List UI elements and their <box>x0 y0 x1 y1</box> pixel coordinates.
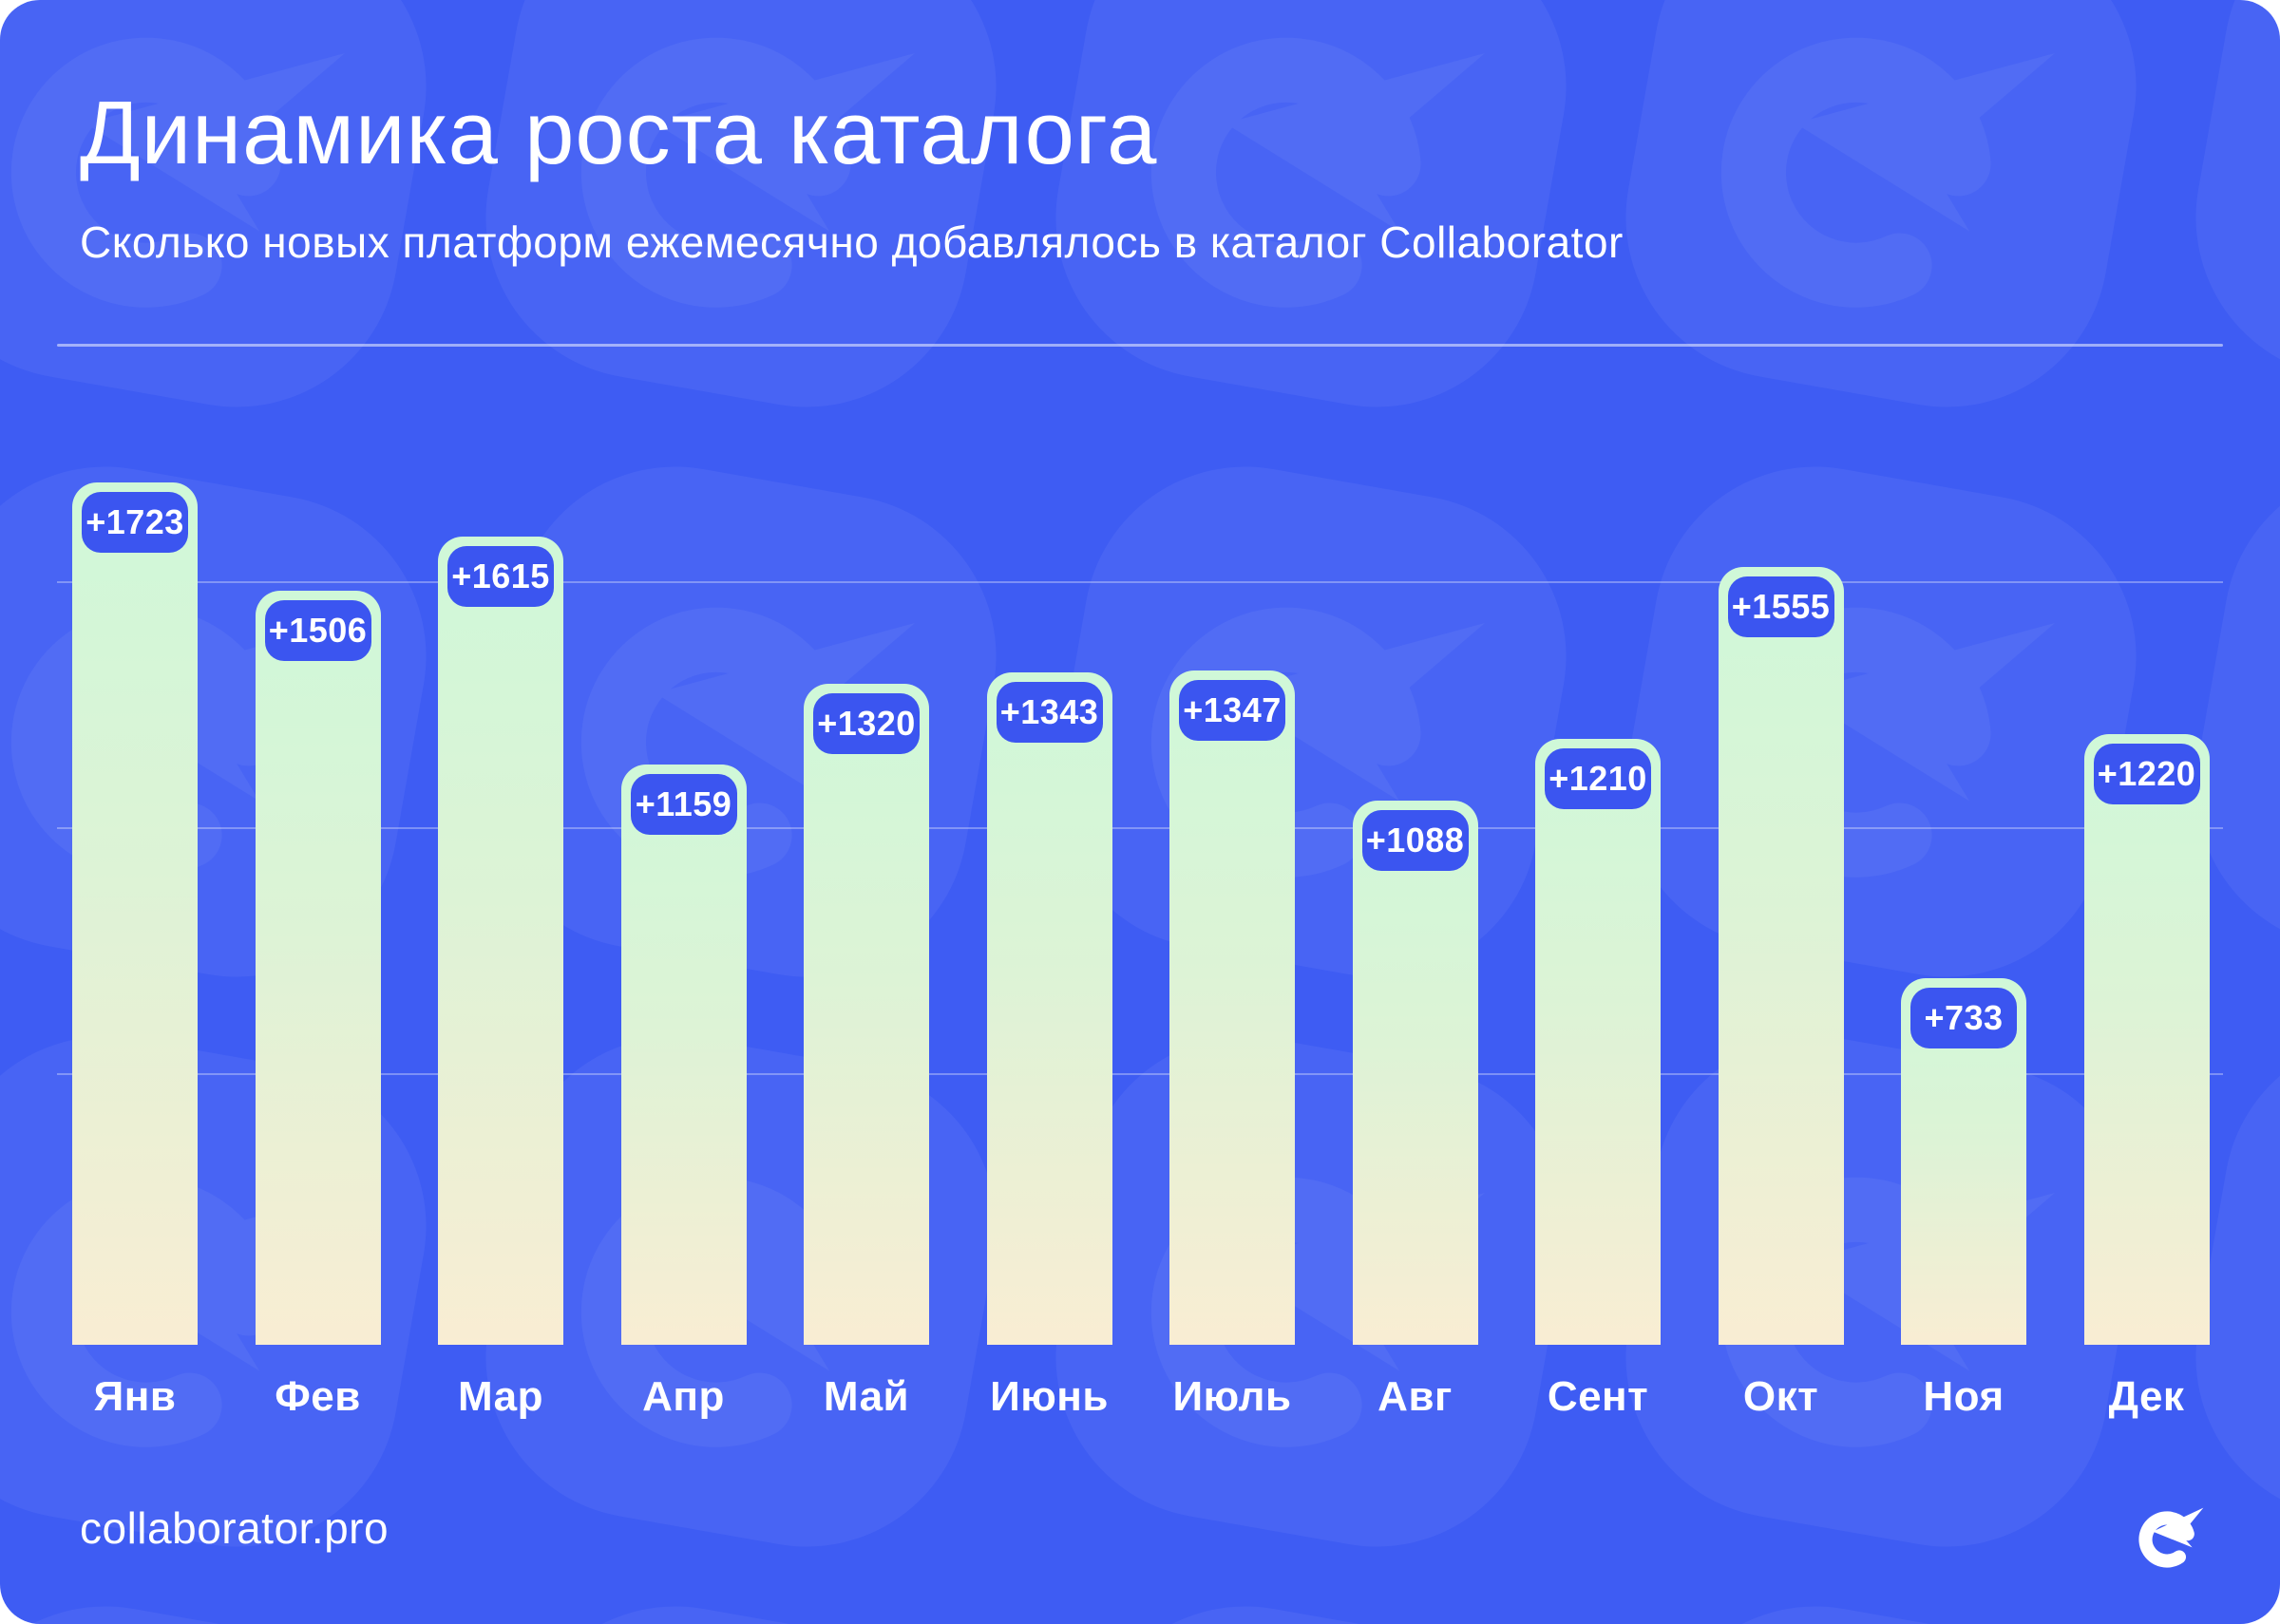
month-label: Июнь <box>990 1373 1109 1420</box>
value-badge: +1159 <box>630 774 737 835</box>
value-badge: +1088 <box>1361 810 1469 871</box>
gridline-lower <box>57 1073 2223 1075</box>
gridline-upper <box>57 581 2223 583</box>
month-label: Мар <box>457 1373 544 1420</box>
month-label: Сент <box>1547 1373 1649 1420</box>
page-title: Динамика роста каталога <box>80 83 1158 182</box>
header-divider <box>57 344 2223 347</box>
month-label: Окт <box>1742 1373 1819 1420</box>
value-badge: +1343 <box>996 682 1103 743</box>
value-badge: +733 <box>1910 988 2017 1048</box>
bar-column-3: +1615 <box>438 537 563 1345</box>
gridline-middle <box>57 827 2223 829</box>
bar-column-8: +1088 <box>1352 801 1478 1345</box>
bar-column-4: +1159 <box>620 765 747 1345</box>
value-badge: +1555 <box>1727 576 1834 637</box>
bar-column-12: +1220 <box>2083 734 2210 1345</box>
collaborator-logo-icon <box>2138 1507 2204 1568</box>
month-label: Авг <box>1378 1373 1453 1420</box>
bar-column-9: +1210 <box>1535 739 1661 1345</box>
value-badge: +1220 <box>2093 744 2200 804</box>
page-subtitle: Сколько новых платформ ежемесячно добавл… <box>80 217 1624 267</box>
bar-column-10: +1555 <box>1718 567 1844 1345</box>
value-badge: +1347 <box>1179 680 1285 741</box>
month-label: Янв <box>93 1373 177 1420</box>
month-label: Май <box>823 1373 910 1420</box>
bar-column-1: +1723 <box>72 482 198 1345</box>
month-label: Фев <box>275 1373 361 1420</box>
month-label: Дек <box>2108 1373 2185 1420</box>
value-badge: +1723 <box>82 492 188 553</box>
month-label: Июль <box>1172 1373 1292 1420</box>
footer-site-url: collaborator.pro <box>80 1503 390 1553</box>
bar-column-7: +1347 <box>1169 670 1295 1345</box>
month-label: Ноя <box>1923 1373 2004 1420</box>
bar-column-5: +1320 <box>804 684 929 1345</box>
bar-column-2: +1506 <box>255 591 381 1345</box>
value-badge: +1506 <box>264 600 371 661</box>
bar-column-11: +733 <box>1901 978 2026 1345</box>
value-badge: +1615 <box>447 546 554 607</box>
bar-column-6: +1343 <box>986 672 1112 1345</box>
value-badge: +1320 <box>813 693 920 754</box>
value-badge: +1210 <box>1545 748 1651 809</box>
month-label: Апр <box>642 1373 725 1420</box>
